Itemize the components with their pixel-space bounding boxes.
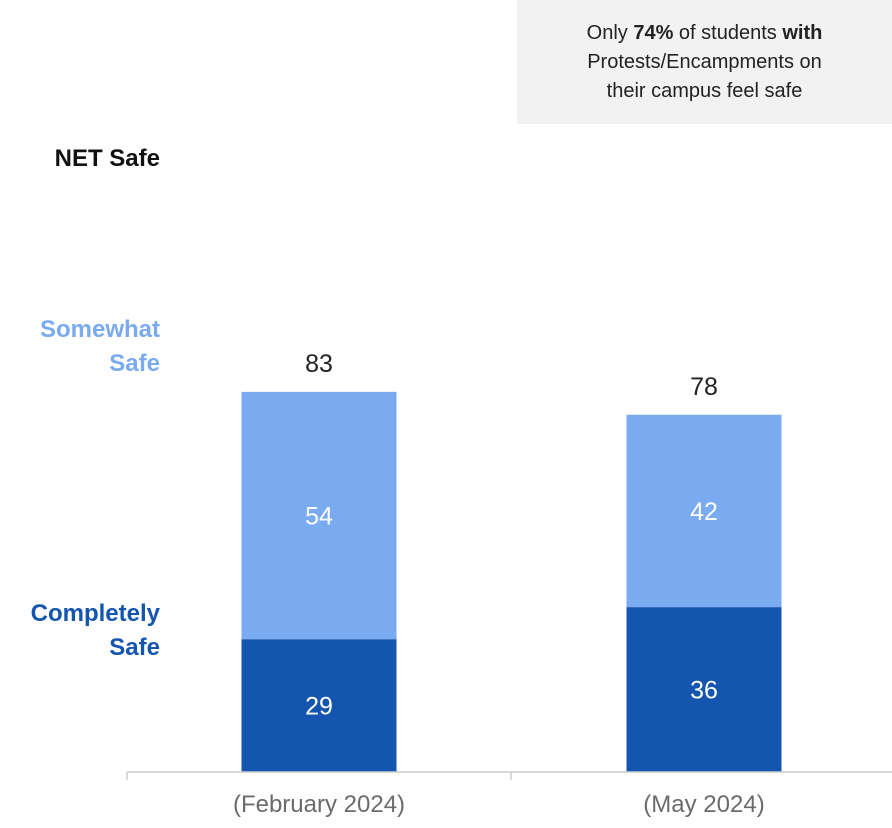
data-label: 29 bbox=[305, 693, 333, 721]
net-safe-label: NET Safe bbox=[54, 145, 160, 172]
bar-segment-completely-safe bbox=[241, 639, 397, 772]
callout-percent: 74% bbox=[633, 21, 674, 44]
bar-segment-somewhat-safe bbox=[241, 391, 397, 640]
x-tick-label: (February 2024) bbox=[233, 791, 405, 818]
total-label: 78 bbox=[690, 373, 718, 401]
completely-safe-label: Completely Safe bbox=[30, 600, 160, 661]
x-tick-label: (May 2024) bbox=[643, 791, 764, 818]
data-label: 54 bbox=[305, 503, 333, 531]
data-label: 42 bbox=[690, 498, 718, 526]
somewhat-safe-label: Somewhat Safe bbox=[39, 316, 160, 377]
bar-segment-somewhat-safe bbox=[626, 414, 782, 608]
bar-segment-completely-safe bbox=[626, 607, 782, 772]
callout-text: Only 74% of students with Protests/Encam… bbox=[586, 21, 823, 102]
total-label: 83 bbox=[305, 350, 333, 378]
data-label: 36 bbox=[690, 677, 718, 705]
callout-box: Only 74% of students with Protests/Encam… bbox=[517, 0, 892, 124]
